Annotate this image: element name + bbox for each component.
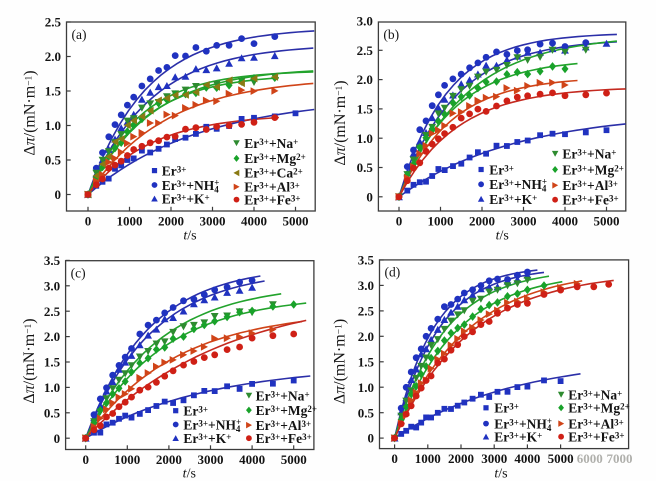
svg-text:4000: 4000	[239, 452, 265, 467]
svg-text:0: 0	[85, 214, 92, 229]
svg-text:Er3+: Er3+	[162, 163, 187, 178]
svg-text:Er3++NH+4: Er3++NH+ 4	[494, 416, 552, 433]
svg-text:Er3++Mg2+: Er3++Mg2+	[568, 401, 629, 416]
svg-text:Er3++Mg2+: Er3++Mg2+	[244, 151, 305, 166]
svg-text:3.0: 3.0	[44, 278, 60, 293]
svg-text:Δπ/(mN·m−1): Δπ/(mN·m−1)	[21, 318, 38, 403]
svg-text:2.0: 2.0	[44, 329, 60, 344]
svg-text:Δπ/(mN·m−1): Δπ/(mN·m−1)	[332, 80, 349, 165]
svg-text:t/s: t/s	[183, 467, 196, 482]
svg-text:0.5: 0.5	[357, 160, 374, 175]
svg-text:t/s: t/s	[183, 229, 196, 244]
svg-text:1000: 1000	[114, 452, 140, 467]
svg-text:(c): (c)	[71, 266, 86, 281]
svg-text:Er3+: Er3+	[183, 404, 208, 419]
svg-text:3.5: 3.5	[44, 253, 61, 268]
svg-text:0: 0	[82, 452, 89, 467]
svg-text:3.5: 3.5	[358, 253, 375, 268]
svg-text:t/s: t/s	[494, 467, 507, 482]
svg-text:1.5: 1.5	[45, 84, 62, 99]
svg-text:Er3++Na+: Er3++Na+	[562, 147, 616, 162]
svg-text:4000: 4000	[241, 214, 267, 229]
svg-text:1.0: 1.0	[44, 380, 60, 395]
svg-text:(a): (a)	[72, 27, 87, 42]
svg-text:Δπ/(mN·m−1): Δπ/(mN·m−1)	[22, 70, 39, 155]
svg-text:2000: 2000	[158, 214, 184, 229]
svg-text:Er3++Mg2+: Er3++Mg2+	[256, 403, 317, 418]
svg-text:3.0: 3.0	[358, 278, 374, 293]
svg-text:Er3++Na+: Er3++Na+	[568, 387, 622, 402]
svg-text:Er3++NH+4: Er3++NH+ 4	[489, 177, 547, 194]
svg-text:Er3++Fe3+: Er3++Fe3+	[568, 430, 624, 445]
svg-text:3000: 3000	[198, 452, 224, 467]
svg-text:1.0: 1.0	[45, 118, 61, 133]
svg-text:Er3++K+: Er3++K+	[162, 192, 210, 207]
svg-text:Er3++K+: Er3++K+	[183, 431, 231, 446]
svg-text:Er3+: Er3+	[489, 162, 514, 177]
svg-text:Er3++Al3+: Er3++Al3+	[244, 180, 299, 195]
svg-text:2.5: 2.5	[45, 15, 62, 30]
svg-text:0: 0	[366, 189, 373, 204]
svg-text:2.0: 2.0	[357, 72, 373, 87]
svg-text:Er3++Na+: Er3++Na+	[244, 136, 298, 151]
svg-text:2.0: 2.0	[358, 329, 374, 344]
svg-text:3000: 3000	[511, 214, 537, 229]
svg-text:7000: 7000	[607, 451, 633, 466]
svg-text:4000: 4000	[552, 214, 578, 229]
svg-text:2.5: 2.5	[44, 304, 61, 319]
svg-text:Δπ/(mN·m−1): Δπ/(mN·m−1)	[332, 319, 349, 404]
svg-text:Er3++K+: Er3++K+	[494, 430, 542, 445]
svg-text:3000: 3000	[481, 451, 507, 466]
svg-text:4000: 4000	[514, 451, 540, 466]
svg-text:Er3++Al3+: Er3++Al3+	[568, 416, 623, 431]
svg-text:Er3++NH+4: Er3++NH+ 4	[162, 177, 220, 194]
svg-text:2000: 2000	[448, 451, 474, 466]
svg-text:1.5: 1.5	[358, 354, 375, 369]
svg-text:0: 0	[368, 431, 375, 446]
svg-text:0: 0	[396, 214, 403, 229]
svg-text:5000: 5000	[283, 214, 309, 229]
svg-text:1.0: 1.0	[358, 380, 374, 395]
svg-text:1.5: 1.5	[44, 355, 61, 370]
svg-text:Er3++Ca2+: Er3++Ca2+	[244, 166, 302, 181]
svg-text:5000: 5000	[594, 214, 620, 229]
svg-text:2000: 2000	[156, 452, 182, 467]
svg-text:(b): (b)	[383, 27, 399, 42]
svg-text:(d): (d)	[385, 265, 401, 280]
svg-text:Er3++Fe3+: Er3++Fe3+	[562, 193, 618, 208]
svg-text:2000: 2000	[469, 214, 495, 229]
svg-text:Er3++NH+4: Er3++NH+ 4	[183, 417, 241, 434]
svg-text:1000: 1000	[117, 214, 143, 229]
svg-text:5000: 5000	[281, 452, 307, 467]
svg-text:1000: 1000	[415, 451, 441, 466]
svg-text:Er3++Na+: Er3++Na+	[256, 388, 310, 403]
svg-text:2.5: 2.5	[357, 43, 374, 58]
svg-text:Er3++Fe3+: Er3++Fe3+	[244, 192, 300, 207]
svg-text:Er3++Al3+: Er3++Al3+	[562, 178, 617, 193]
svg-text:1000: 1000	[428, 214, 454, 229]
svg-text:2.5: 2.5	[358, 304, 375, 319]
svg-text:1.5: 1.5	[357, 102, 374, 117]
svg-text:Er3++K+: Er3++K+	[489, 192, 537, 207]
svg-text:Er3++Al3+: Er3++Al3+	[256, 418, 311, 433]
svg-text:2.0: 2.0	[45, 49, 61, 64]
svg-text:1.0: 1.0	[357, 131, 373, 146]
svg-text:0.5: 0.5	[44, 405, 61, 420]
svg-text:5000: 5000	[548, 451, 574, 466]
svg-text:Er3++Mg2+: Er3++Mg2+	[562, 162, 623, 177]
svg-text:Er3+: Er3+	[494, 401, 519, 416]
svg-text:0: 0	[54, 431, 61, 446]
svg-text:3.0: 3.0	[357, 14, 373, 29]
svg-text:3000: 3000	[200, 214, 226, 229]
svg-text:0: 0	[391, 451, 398, 466]
svg-text:Er3++Fe3+: Er3++Fe3+	[256, 431, 312, 446]
svg-text:0: 0	[55, 187, 62, 202]
svg-text:0.5: 0.5	[45, 153, 62, 168]
svg-text:t/s: t/s	[496, 229, 509, 244]
svg-text:0.5: 0.5	[358, 405, 375, 420]
svg-text:6000: 6000	[577, 451, 603, 466]
